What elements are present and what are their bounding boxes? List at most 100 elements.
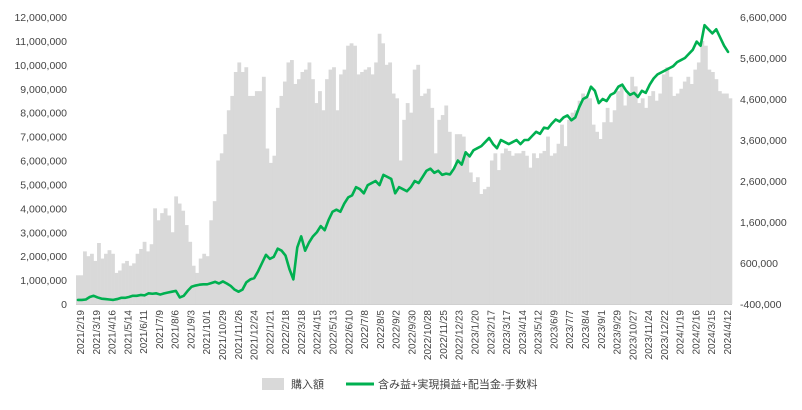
bar: [577, 100, 582, 305]
x-tick-label: 2021/5/14: [123, 310, 134, 355]
x-tick-label: 2022/9/30: [407, 310, 418, 355]
bar: [146, 251, 150, 304]
bar: [724, 93, 729, 304]
bar: [465, 153, 470, 304]
bar: [419, 95, 424, 305]
left-tick-label: 10,000,000: [14, 60, 67, 72]
bar: [433, 153, 438, 304]
bar: [567, 119, 571, 304]
bar: [581, 93, 585, 304]
bar: [574, 110, 578, 305]
bar: [297, 79, 301, 305]
bar: [139, 248, 143, 304]
bar: [605, 107, 610, 304]
bar: [616, 91, 621, 304]
bar: [693, 69, 698, 305]
bar: [258, 91, 263, 304]
bar: [167, 215, 172, 304]
bar: [542, 150, 547, 304]
right-tick-label: 600,000: [740, 258, 778, 270]
bar: [486, 186, 491, 304]
bar: [188, 241, 193, 304]
x-tick-label: 2023/3/17: [502, 310, 513, 355]
bar: [265, 148, 270, 304]
bar: [640, 98, 645, 304]
axes-group: 0 1,000,000 2,000,000 3,000,000 4,000,000 5,0…: [14, 12, 786, 360]
bar: [686, 76, 691, 304]
bar: [261, 76, 266, 304]
right-tick-label: 2,600,000: [740, 176, 787, 188]
x-tick-label: 2023/7/7: [565, 310, 576, 349]
bar: [528, 167, 533, 304]
bar: [293, 83, 298, 304]
x-tick-label: 2023/6/9: [549, 310, 560, 349]
x-tick-label: 2021/12/24: [250, 310, 261, 360]
bar: [412, 69, 417, 305]
bar: [482, 189, 487, 304]
x-tick-label: 2021/4/16: [108, 310, 119, 355]
left-tick-label: 8,000,000: [20, 108, 67, 120]
left-tick-label: 7,000,000: [20, 132, 67, 144]
left-tick-label: 3,000,000: [20, 227, 67, 239]
x-tick-label: 2022/8/5: [376, 310, 387, 349]
bar: [360, 72, 364, 304]
bar: [451, 170, 456, 304]
bar: [500, 153, 505, 304]
bar: [90, 253, 94, 304]
bar: [209, 220, 214, 304]
right-tick-label: 3,600,000: [740, 135, 787, 147]
bar: [721, 93, 726, 304]
x-tick-label: 2023/5/12: [534, 310, 545, 355]
x-tick-label: 2022/4/15: [313, 310, 324, 355]
bar: [430, 107, 435, 304]
bar: [86, 256, 91, 304]
bar: [216, 160, 221, 304]
left-tick-label: 11,000,000: [15, 36, 67, 48]
bar: [556, 143, 561, 304]
bar: [342, 69, 347, 305]
bar: [717, 91, 722, 304]
bar: [563, 146, 568, 304]
x-tick-label: 2023/9/1: [597, 310, 608, 349]
right-tick-label: 5,600,000: [740, 53, 787, 65]
x-tick-label: 2023/11/24: [644, 310, 655, 360]
left-tick-label: 12,000,000: [14, 12, 67, 24]
bar: [79, 275, 84, 304]
bar: [163, 208, 168, 304]
bar: [532, 153, 536, 304]
bar: [553, 153, 557, 304]
bar: [142, 241, 147, 304]
bar: [268, 162, 273, 304]
bar: [318, 91, 322, 304]
bar: [682, 81, 687, 304]
bar: [254, 91, 259, 304]
bar: [447, 131, 452, 304]
legend-label-line: 含み益+実現損益+配当金-手数料: [378, 377, 538, 391]
bar: [107, 250, 112, 304]
bar: [335, 110, 340, 305]
bar: [521, 150, 526, 304]
x-tick-label: 2022/10/28: [423, 310, 434, 360]
bar: [591, 124, 596, 305]
bar: [328, 69, 333, 305]
bar: [388, 62, 393, 304]
bar: [696, 62, 701, 304]
bar: [100, 258, 105, 304]
bar: [535, 158, 540, 304]
bar: [612, 110, 617, 305]
bar: [311, 79, 315, 305]
bar: [710, 72, 715, 304]
bar: [307, 62, 312, 304]
bar: [233, 72, 238, 304]
left-tick-label: 0: [61, 299, 67, 311]
bar: [353, 45, 357, 304]
bar: [560, 124, 564, 305]
bar: [198, 258, 203, 304]
bar: [440, 115, 445, 304]
x-tick-label: 2022/9/2: [392, 310, 403, 349]
bar: [170, 232, 175, 304]
x-tick-label: 2024/2/16: [691, 310, 702, 355]
bar: [339, 74, 343, 305]
right-tick-label: -400,000: [740, 299, 782, 311]
